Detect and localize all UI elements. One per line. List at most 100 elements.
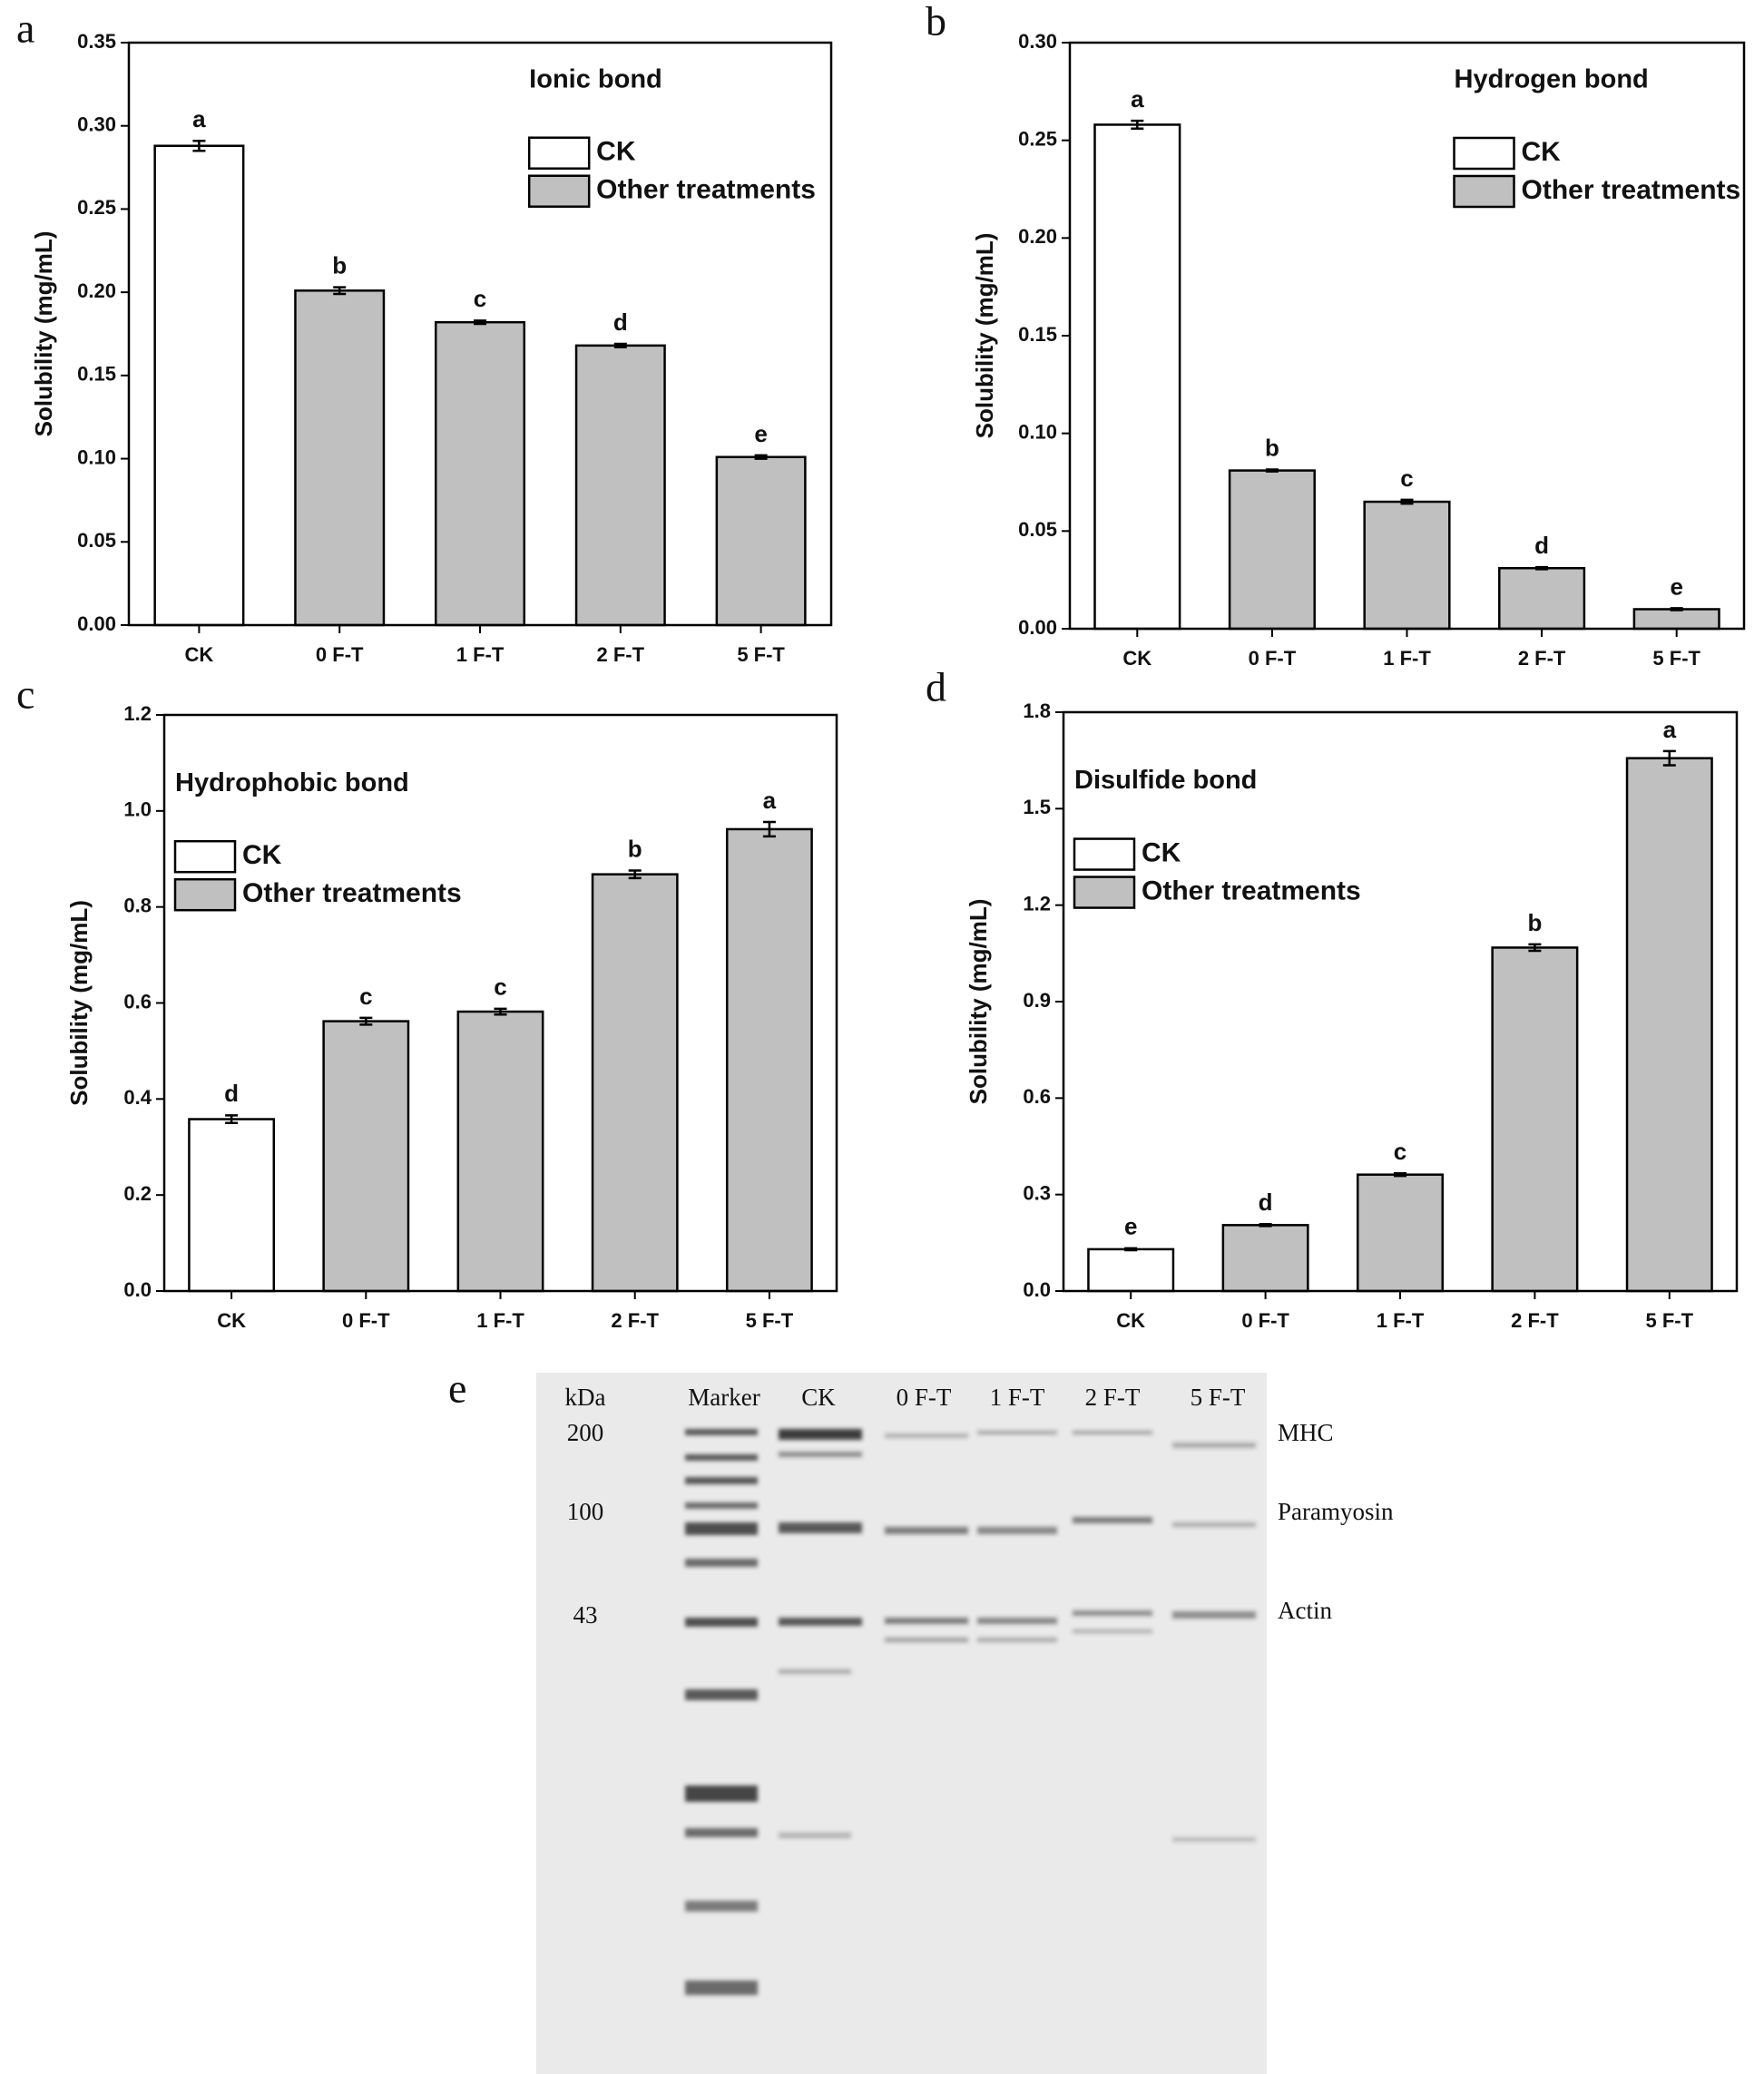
error-bar (333, 286, 347, 296)
error-bar (359, 1016, 373, 1026)
panel-label: b (926, 0, 946, 44)
bar (1363, 500, 1451, 631)
lane-label: 0 F-T (897, 1384, 952, 1411)
x-tick-label: 5 F-T (746, 1309, 794, 1332)
bar (1093, 123, 1181, 631)
x-tick-label: 0 F-T (342, 1309, 390, 1332)
legend-label: Other treatments (596, 175, 816, 205)
legend-label: Other treatments (1522, 175, 1741, 205)
y-tick-label: 0.20 (1018, 225, 1057, 248)
significance-letter: d (224, 1080, 239, 1107)
bar (188, 1118, 276, 1293)
lane-label: 1 F-T (990, 1384, 1045, 1411)
error-bar (225, 1114, 239, 1125)
significance-letter: a (1663, 716, 1677, 743)
x-tick-label: 2 F-T (611, 1309, 659, 1332)
significance-letter: a (192, 105, 206, 132)
y-tick-label: 0.9 (1023, 989, 1051, 1012)
error-bar (494, 1007, 507, 1016)
error-bar (754, 454, 768, 460)
x-tick-label: CK (185, 643, 214, 666)
x-tick-label: 0 F-T (1249, 647, 1297, 670)
legend-label: CK (1522, 137, 1562, 167)
chart-title: Disulfide bond (1074, 766, 1257, 795)
legend-swatch (1073, 876, 1136, 909)
significance-letter: e (754, 420, 767, 447)
y-tick-label: 1.2 (123, 702, 152, 725)
legend-label: Other treatments (1142, 876, 1361, 905)
error-bar (1535, 565, 1549, 571)
bar (1087, 1247, 1175, 1293)
y-tick-label: 0.3 (1023, 1181, 1051, 1204)
significance-letter: d (613, 308, 628, 336)
significance-letter: c (474, 285, 486, 312)
error-bar (192, 139, 206, 152)
panel-label: c (16, 671, 34, 718)
significance-letter: d (1259, 1189, 1273, 1216)
x-tick-label: CK (1116, 1309, 1145, 1332)
x-tick-label: 2 F-T (1518, 647, 1566, 670)
plot-frame (1062, 710, 1739, 1293)
size-label: 43 (573, 1601, 598, 1629)
bar (715, 455, 807, 627)
significance-letter: c (494, 973, 506, 1001)
x-tick-label: 5 F-T (1652, 647, 1700, 670)
significance-letter: b (628, 835, 642, 862)
y-tick-label: 0.05 (1018, 518, 1057, 541)
legend-swatch (1453, 136, 1515, 171)
legend-label: CK (596, 137, 636, 167)
y-tick-label: 1.8 (1023, 699, 1051, 722)
y-tick-label: 0.25 (77, 196, 116, 219)
y-tick-label: 0.0 (123, 1278, 152, 1301)
bar (456, 1010, 544, 1293)
legend-swatch (527, 174, 591, 208)
error-bar (628, 869, 642, 880)
significance-letter: e (1124, 1213, 1137, 1240)
y-tick-label: 0.4 (123, 1086, 152, 1109)
x-tick-label: CK (1122, 647, 1152, 670)
y-tick-label: 0.30 (77, 113, 116, 136)
bar (725, 827, 813, 1293)
significance-letter: c (1394, 1138, 1406, 1165)
significance-letter: e (1670, 572, 1682, 600)
bar (1498, 566, 1586, 631)
error-bar (1670, 607, 1683, 611)
significance-letter: a (763, 787, 777, 814)
error-bar (1124, 1247, 1138, 1252)
y-axis-label: Solubility (mg/mL) (971, 233, 998, 439)
y-tick-label: 0.20 (77, 279, 116, 302)
y-tick-label: 0.35 (77, 30, 116, 53)
y-axis-label: Solubility (mg/mL) (965, 899, 992, 1105)
bar (1221, 1224, 1309, 1293)
x-tick-label: 2 F-T (1511, 1309, 1559, 1332)
y-tick-label: 0.10 (77, 445, 116, 468)
chart-title: Hydrogen bond (1455, 65, 1649, 94)
panel-label: a (16, 5, 34, 52)
panel-label: e (448, 1365, 466, 1412)
y-tick-label: 0.6 (123, 990, 152, 1013)
error-bar (1131, 119, 1144, 130)
legend-swatch (1453, 174, 1515, 209)
bar (1357, 1173, 1444, 1293)
significance-letter: a (1131, 85, 1144, 113)
protein-label: Actin (1278, 1597, 1332, 1624)
significance-letter: c (1400, 465, 1413, 492)
y-tick-label: 0.00 (77, 612, 116, 635)
y-tick-label: 0.15 (77, 363, 116, 386)
gel-image (536, 1373, 1267, 2074)
y-axis-label: Solubility (mg/mL) (65, 900, 93, 1106)
x-tick-label: 1 F-T (456, 643, 505, 666)
x-tick-label: 1 F-T (476, 1309, 524, 1332)
legend-swatch (527, 136, 591, 170)
bar (153, 144, 245, 627)
lane-label: 2 F-T (1085, 1384, 1141, 1411)
bar (434, 320, 526, 627)
y-tick-label: 0.10 (1018, 420, 1057, 443)
lane-label: Marker (688, 1384, 760, 1411)
bar (1632, 608, 1720, 631)
error-bar (762, 820, 776, 838)
lane-label: CK (801, 1384, 836, 1411)
y-tick-label: 0.8 (123, 894, 152, 916)
plot-frame (1068, 41, 1746, 631)
